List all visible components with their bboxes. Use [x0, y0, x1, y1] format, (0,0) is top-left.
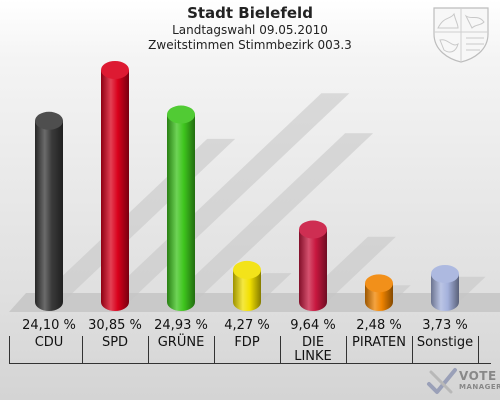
value-label-cdu: 24,10 % [22, 318, 76, 333]
logo-word-manager: MANAGER [459, 383, 500, 391]
bar-top-die-linke [299, 220, 327, 239]
axis-tick [412, 336, 413, 364]
axis-baseline [9, 363, 491, 364]
value-label-gruene: 24,93 % [154, 318, 208, 333]
value-label-sonstige: 3,73 % [422, 318, 468, 333]
category-label-die-linke: DIE LINKE [294, 335, 332, 364]
category-label-spd: SPD [101, 335, 129, 350]
chart-subtitle-2: Zweitstimmen Stimmbezirk 003.3 [148, 38, 352, 52]
bar-series [35, 61, 459, 312]
category-label-fdp: FDP [234, 335, 260, 350]
bar-body-sonstige [431, 273, 459, 311]
bar-gruene [167, 105, 195, 312]
bar-spd [101, 61, 129, 311]
axis-tick [82, 336, 83, 364]
axis-tick [280, 336, 281, 364]
bar-top-gruene [167, 105, 195, 124]
bar-body-cdu [35, 120, 63, 311]
chart-title: Stadt Bielefeld [187, 4, 313, 22]
bar-body-gruene [167, 114, 195, 312]
bar-fdp [233, 260, 261, 311]
bar-cdu [35, 111, 63, 311]
axis-tick [478, 336, 479, 364]
value-label-die-linke: 9,64 % [290, 318, 336, 333]
bar-top-spd [101, 61, 129, 79]
axis-tick [148, 336, 149, 364]
category-label-cdu: CDU [34, 335, 64, 350]
category-label-piraten: PIRATEN [352, 335, 406, 350]
bar-sonstige [431, 264, 459, 311]
bar-die-linke [299, 220, 327, 311]
bar-body-spd [101, 70, 129, 311]
chart-subtitle: Landtagswahl 09.05.2010 [172, 23, 328, 37]
axis-tick [346, 336, 347, 364]
value-label-fdp: 4,27 % [224, 318, 270, 333]
logo-word-vote: VOTE [459, 369, 497, 383]
axis-tick [9, 336, 10, 364]
bar-shadow-gruene [167, 133, 374, 302]
bar-body-fdp [233, 269, 261, 311]
bar-top-sonstige [431, 264, 459, 283]
bar-top-fdp [233, 260, 261, 279]
bar-top-piraten [365, 274, 393, 293]
axis-tick [214, 336, 215, 364]
bar-piraten [365, 274, 393, 311]
vote-manager-logo: VOTE MANAGER [425, 364, 500, 398]
bar-body-die-linke [299, 229, 327, 311]
bar-shadow-spd [101, 93, 350, 302]
value-label-piraten: 2,48 % [356, 318, 402, 333]
ballot-check-icon [427, 368, 457, 394]
category-label-sonstige: Sonstige [416, 335, 474, 350]
value-label-spd: 30,85 % [88, 318, 142, 333]
coat-of-arms-icon [433, 7, 489, 63]
bar-top-cdu [35, 111, 63, 130]
category-label-gruene: GRÜNE [157, 335, 205, 350]
